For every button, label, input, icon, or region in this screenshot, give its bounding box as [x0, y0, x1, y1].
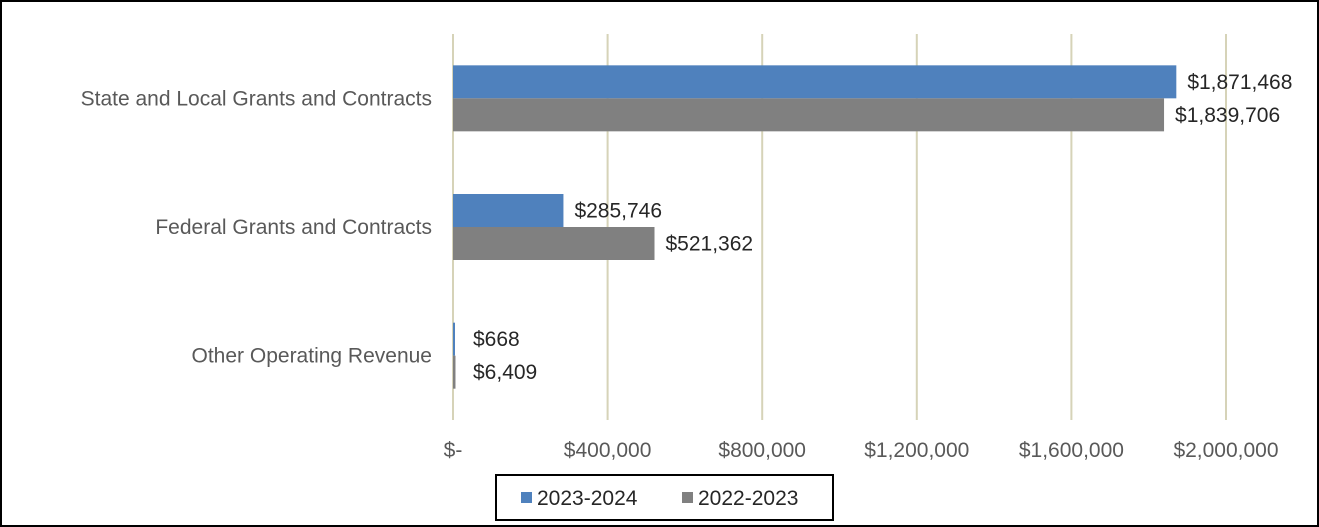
category-label: Other Operating Revenue	[192, 345, 432, 368]
x-tick-label: $1,200,000	[864, 439, 969, 462]
bar-2022-2023	[453, 227, 655, 260]
legend-swatch	[521, 492, 532, 503]
data-label: $668	[473, 328, 520, 351]
data-label: $1,839,706	[1175, 104, 1280, 127]
category-label: Federal Grants and Contracts	[155, 216, 432, 239]
x-tick-label: $800,000	[718, 439, 806, 462]
bar-2023-2024	[453, 322, 455, 356]
category-labels: State and Local Grants and Contracts Fede…	[81, 87, 432, 367]
x-tick-labels: $- $400,000 $800,000 $1,200,000 $1,600,000 $2…	[444, 439, 1279, 462]
legend-label: 2023-2024	[537, 487, 638, 510]
category-label: State and Local Grants and Contracts	[81, 87, 432, 110]
bar-2022-2023	[453, 355, 456, 389]
x-tick-label: $2,000,000	[1173, 439, 1278, 462]
x-tick-label: $-	[444, 439, 463, 462]
legend-label: 2022-2023	[698, 487, 798, 510]
legend-swatch	[682, 492, 693, 503]
legend: 2023-2024 2022-2023	[495, 474, 834, 521]
bar-2022-2023	[453, 98, 1165, 132]
data-label: $1,871,468	[1187, 71, 1292, 94]
data-label: $521,362	[666, 233, 754, 256]
bar-2023-2024	[453, 65, 1177, 99]
data-label: $285,746	[574, 200, 662, 223]
data-label: $6,409	[473, 361, 537, 384]
x-tick-label: $400,000	[564, 439, 652, 462]
bars	[453, 65, 1177, 389]
data-labels: $1,871,468 $1,839,706 $285,746$521,362 $668…	[473, 71, 1292, 384]
bar-2023-2024	[453, 194, 564, 227]
legend-box	[495, 474, 834, 521]
x-tick-label: $1,600,000	[1019, 439, 1124, 462]
